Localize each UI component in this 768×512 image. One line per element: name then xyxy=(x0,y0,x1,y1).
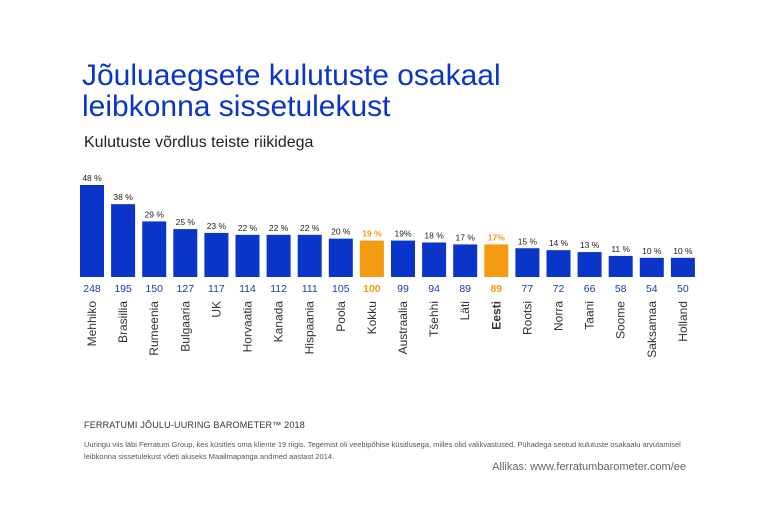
index-value-label: 99 xyxy=(397,283,409,295)
bar xyxy=(639,257,664,277)
category-label: Läti xyxy=(458,301,472,320)
category-label: Brasiilia xyxy=(116,301,130,343)
bar-value-label: 15 % xyxy=(518,236,538,246)
category-label: Horvaatia xyxy=(241,301,255,353)
index-value-label: 89 xyxy=(459,283,471,295)
bar-value-label: 14 % xyxy=(549,238,569,248)
category-label: Soome xyxy=(614,301,628,339)
index-value-label: 248 xyxy=(83,283,101,295)
index-value-label: 111 xyxy=(302,283,318,295)
bar-value-label: 18 % xyxy=(424,231,444,241)
index-value-label: 54 xyxy=(646,283,658,295)
bar xyxy=(173,229,198,277)
bar-value-label: 23 % xyxy=(207,221,227,231)
category-label: Norra xyxy=(552,301,566,331)
bar xyxy=(546,250,571,277)
bar-value-label: 22 % xyxy=(238,223,258,233)
index-value-label: 100 xyxy=(363,283,381,295)
bar-value-label: 10 % xyxy=(642,246,662,256)
bar xyxy=(577,252,602,277)
bar-value-label: 20 % xyxy=(331,227,351,237)
index-value-label: 117 xyxy=(208,283,225,295)
chart-subtitle: Kulutuste võrdlus teiste riikidega xyxy=(84,134,314,151)
footer-note: Uuringu viis läbi Ferratum Group, kes kü… xyxy=(84,440,681,461)
title-line-1: Jõuluaegsete kulutuste osakaal xyxy=(82,59,501,92)
bar-value-label: 29 % xyxy=(145,209,165,219)
bar-value-label: 25 % xyxy=(176,217,196,227)
bar xyxy=(235,234,260,277)
bar-value-label: 13 % xyxy=(580,240,600,250)
bar xyxy=(391,240,415,277)
bar-value-label: 19% xyxy=(394,229,411,239)
title-line-2: leibkonna sissetulekust xyxy=(82,90,391,123)
category-label: Hispaania xyxy=(303,301,317,355)
bar-value-label: 38 % xyxy=(113,192,133,202)
index-value-label: 50 xyxy=(677,283,689,295)
bar xyxy=(515,248,540,277)
index-value-label: 89 xyxy=(490,283,502,295)
footer-title: FERRATUMI JÕULU-UURING BAROMETER™ 2018 xyxy=(84,420,305,430)
index-value-label: 77 xyxy=(522,283,534,295)
index-value-label: 72 xyxy=(553,283,565,295)
chart-title: Jõuluaegsete kulutuste osakaal leibkonna… xyxy=(82,60,501,122)
category-label: Saksamaa xyxy=(645,301,659,358)
bar xyxy=(111,204,136,277)
bar-value-label: 48 % xyxy=(82,173,102,183)
bar xyxy=(266,234,291,277)
category-label: Kanada xyxy=(272,301,286,343)
index-value-label: 112 xyxy=(270,283,287,295)
source-text: Allikas: www.ferratumbarometer.com/ee xyxy=(492,461,686,473)
bar-value-label: 22 % xyxy=(269,223,289,233)
category-label: Austraalia xyxy=(396,301,410,355)
category-label: Kokku xyxy=(365,301,379,334)
category-label: Poola xyxy=(334,301,348,332)
index-value-label: 66 xyxy=(584,283,596,295)
category-label: Rootsi xyxy=(520,301,534,335)
index-value-label: 150 xyxy=(145,283,163,295)
category-label: Bulgaaria xyxy=(178,301,192,352)
index-value-label: 58 xyxy=(615,283,627,295)
index-value-label: 127 xyxy=(177,283,195,295)
index-value-label: 195 xyxy=(114,283,132,295)
bar xyxy=(453,244,478,277)
category-label: Eesti xyxy=(489,301,503,330)
bar xyxy=(608,255,633,277)
bar-value-label: 17 % xyxy=(456,232,476,242)
category-label: UK xyxy=(209,301,223,318)
index-value-label: 114 xyxy=(239,283,256,295)
bar xyxy=(328,238,353,277)
bar-value-label: 10 % xyxy=(673,246,693,256)
bar xyxy=(80,185,104,277)
category-label: Holland xyxy=(676,301,690,342)
bar-value-label: 17% xyxy=(488,232,505,242)
bar-value-label: 11 % xyxy=(611,244,630,254)
category-label: Taani xyxy=(583,301,597,330)
index-value-label: 105 xyxy=(332,283,350,295)
bar-value-label: 19 % xyxy=(362,229,382,239)
category-label: Rumeenia xyxy=(147,301,161,356)
bar xyxy=(484,244,509,277)
bar xyxy=(422,242,447,277)
bar xyxy=(204,232,229,277)
bar xyxy=(142,221,167,277)
bar-value-label: 22 % xyxy=(300,223,320,233)
bar xyxy=(359,240,384,277)
bar-chart: 48 % 248 Mehhiko 38 % 195 Brasiilia 29 % 150 Rum… xyxy=(80,173,695,358)
bar xyxy=(670,257,695,277)
category-label: Tšehhi xyxy=(427,301,441,337)
index-value-label: 94 xyxy=(428,283,440,295)
bar xyxy=(297,234,322,277)
category-label: Mehhiko xyxy=(85,301,99,347)
